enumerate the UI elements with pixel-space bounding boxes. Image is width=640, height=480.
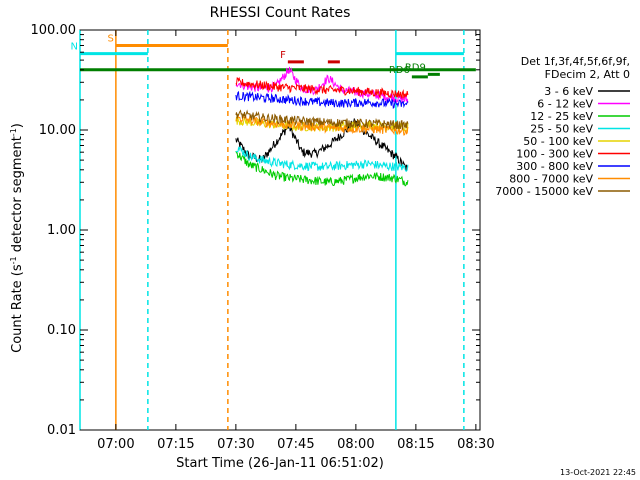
x-tick-label: 07:00	[97, 437, 134, 452]
legend-label: 300 - 800 keV	[516, 160, 593, 173]
legend-label: 25 - 50 keV	[530, 123, 593, 136]
series-line	[235, 109, 409, 130]
y-tick-label: 0.10	[47, 323, 76, 338]
series-line	[235, 76, 409, 99]
y-tick-label: 0.01	[47, 423, 76, 438]
state-bar-label: N	[71, 42, 78, 53]
state-bar-label: S	[108, 33, 114, 44]
legend-header-2: FDecim 2, Att 0	[545, 68, 630, 81]
footer-date: 13-Oct-2021 22:45	[560, 468, 636, 477]
series-line	[235, 150, 409, 187]
legend-label: 100 - 300 keV	[516, 148, 593, 161]
legend-label: 6 - 12 keV	[537, 98, 593, 111]
x-tick-label: 07:45	[277, 437, 314, 452]
state-bar-label: F	[280, 50, 286, 61]
state-bar-label: RD9	[405, 62, 426, 73]
legend-label: 3 - 6 keV	[544, 85, 593, 98]
legend-label: 12 - 25 keV	[530, 110, 593, 123]
legend: Det 1f,3f,4f,5f,6f,9f, FDecim 2, Att 0 3…	[495, 55, 630, 198]
y-tick-label: 10.00	[39, 123, 76, 138]
series-group	[235, 66, 409, 187]
y-axis-label-sup2: -1	[9, 128, 18, 136]
series-line	[235, 118, 409, 171]
legend-label: 7000 - 15000 keV	[495, 185, 593, 198]
chart-title: RHESSI Count Rates	[210, 5, 351, 21]
y-axis-label-close: )	[10, 123, 25, 128]
y-tick-label: 100.00	[31, 23, 77, 38]
y-axis-label: Count Rate (s-1 detector segment-1)	[9, 123, 25, 353]
x-tick-label: 08:30	[457, 437, 494, 452]
y-axis-label-main: Count Rate (s	[10, 264, 25, 353]
series-line	[235, 145, 409, 172]
state-bar-label: RD6	[389, 65, 410, 76]
legend-header-1: Det 1f,3f,4f,5f,6f,9f,	[521, 55, 630, 68]
y-axis-label-tail: detector segment	[10, 136, 25, 256]
legend-label: 800 - 7000 keV	[509, 173, 593, 186]
y-tick-label: 1.00	[47, 223, 76, 238]
y-axis-label-sup: -1	[9, 256, 18, 264]
x-tick-label: 07:15	[157, 437, 194, 452]
x-tick-label: 08:00	[337, 437, 374, 452]
series-line	[235, 90, 409, 110]
x-axis: 07:00 07:15 07:30 07:45 08:00 08:15 08:30	[97, 30, 495, 452]
legend-label: 50 - 100 keV	[523, 135, 593, 148]
x-axis-label: Start Time (26-Jan-11 06:51:02)	[176, 456, 384, 471]
plot-frame	[79, 29, 481, 431]
marker-lines	[79, 30, 465, 430]
x-tick-label: 07:30	[217, 437, 254, 452]
x-tick-label: 08:15	[397, 437, 434, 452]
y-axis: 0.01 0.10 1.00 10.00 100.00	[31, 23, 480, 438]
